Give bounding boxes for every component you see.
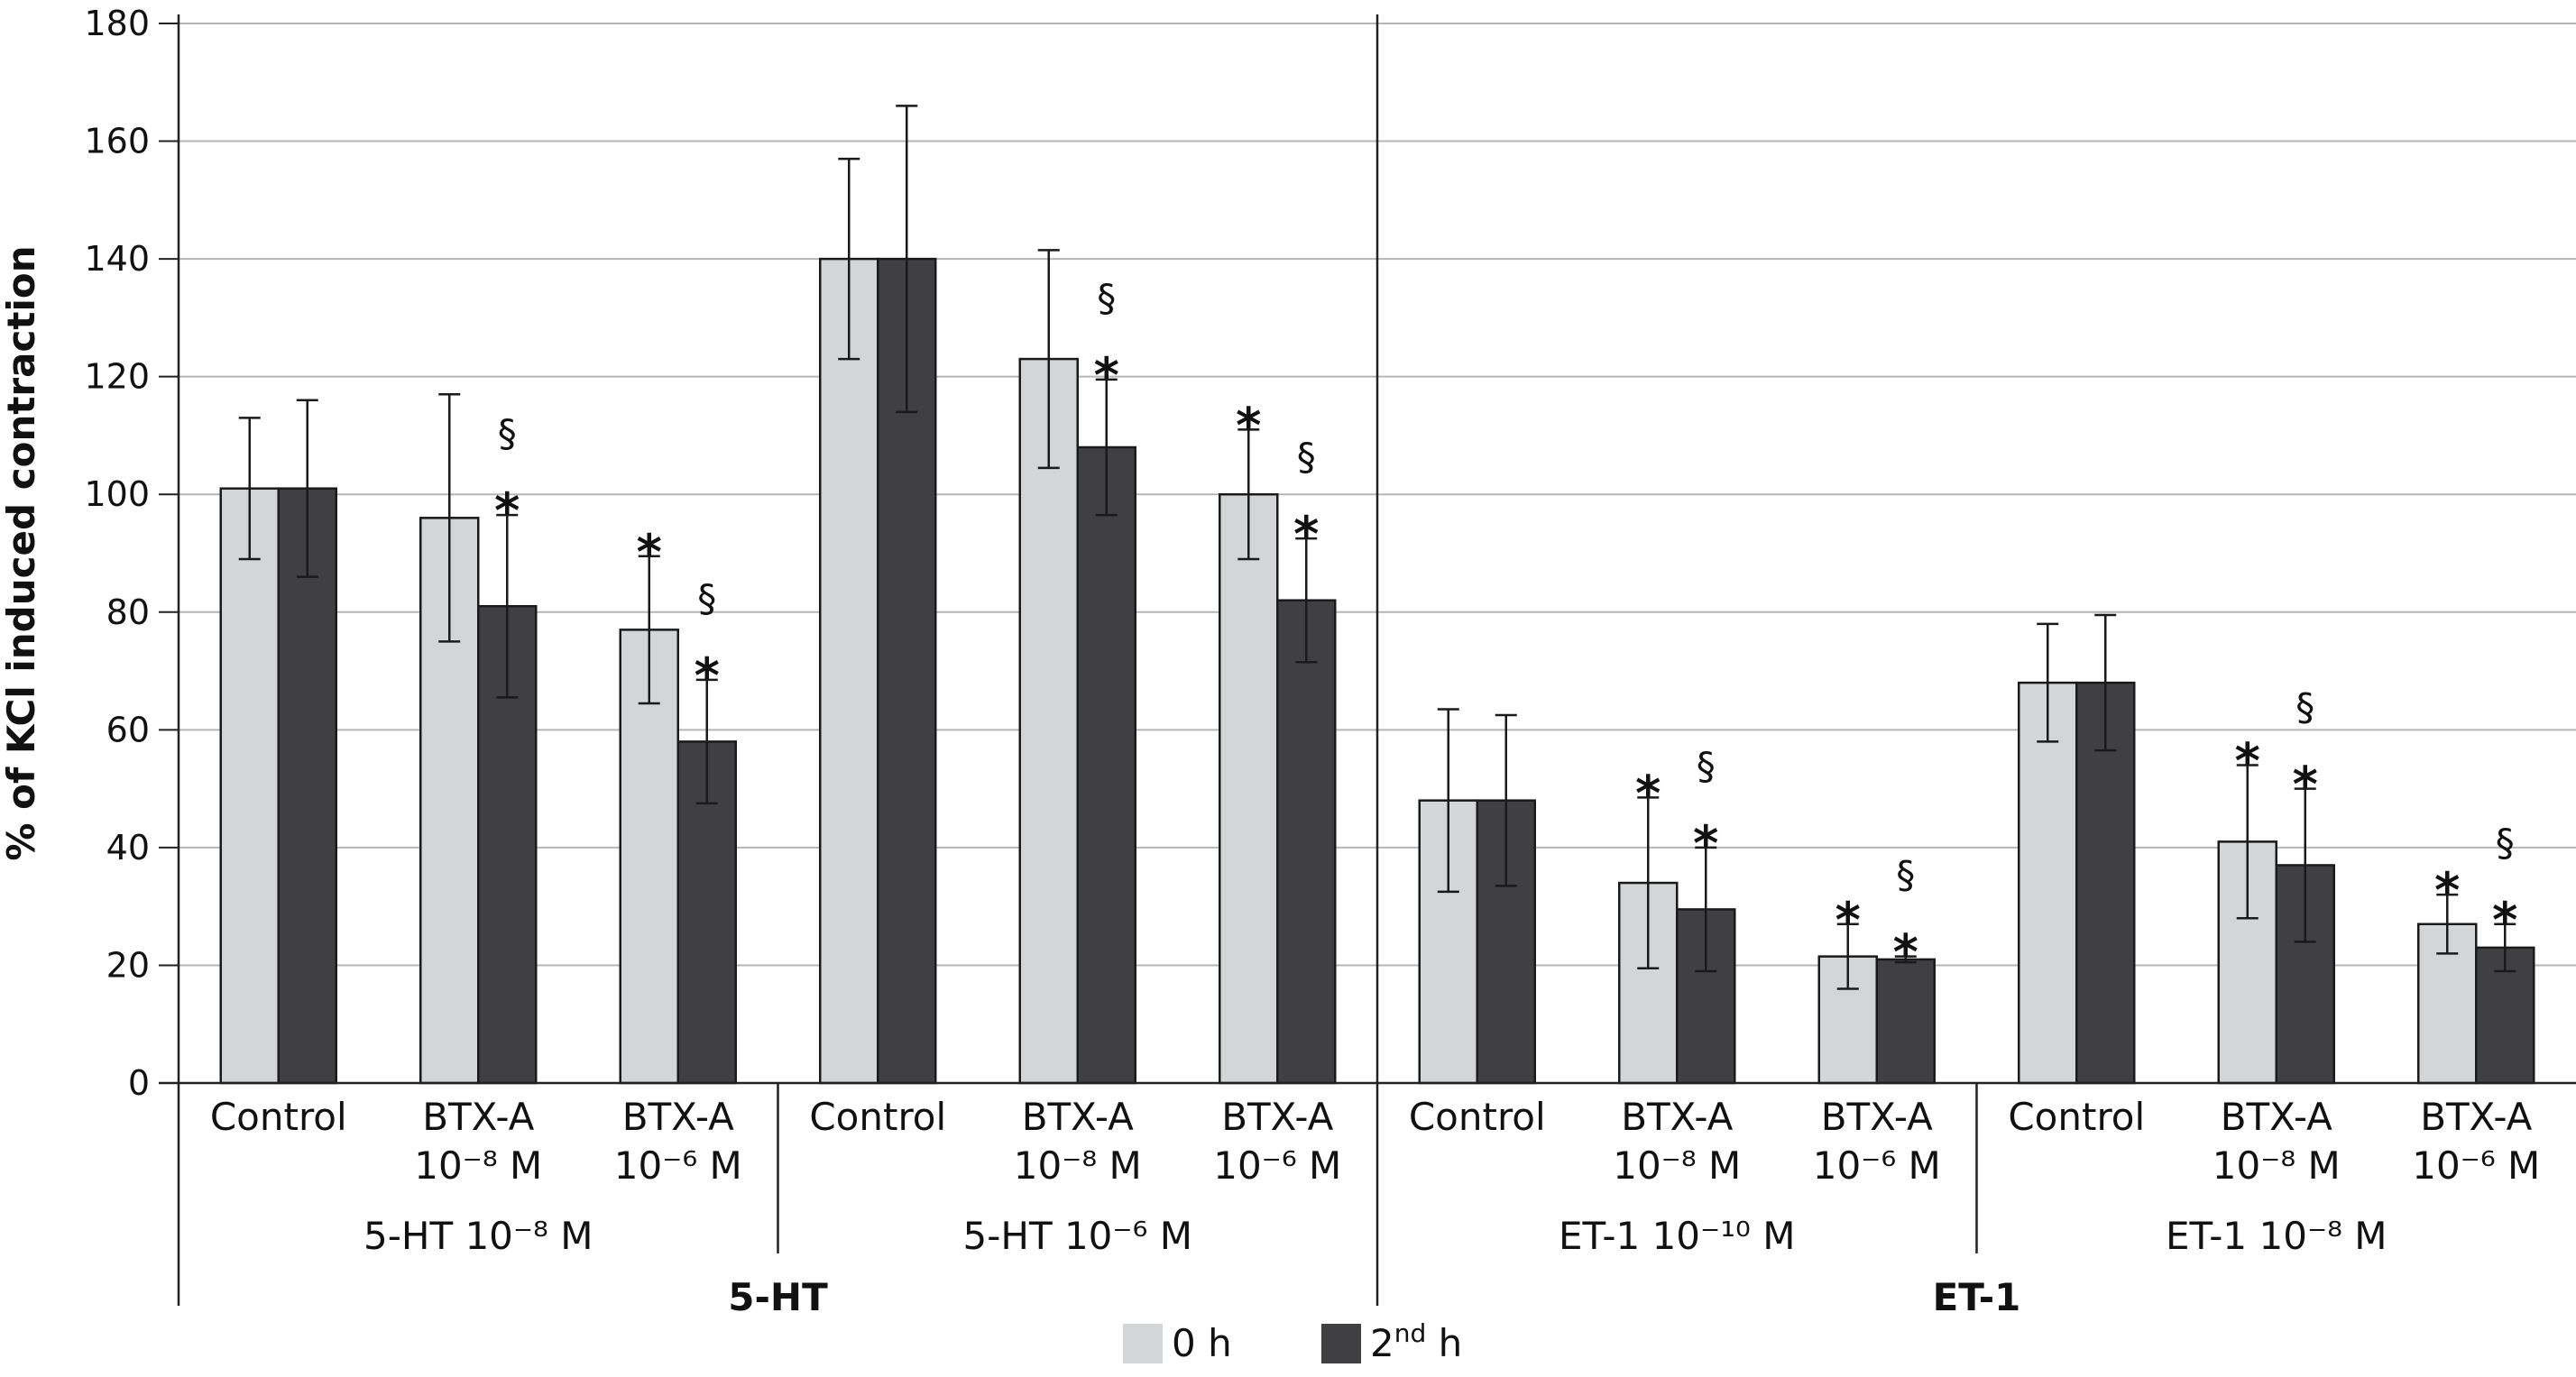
bar-0h bbox=[1018, 357, 1079, 1085]
category-label: Control bbox=[210, 1095, 347, 1139]
legend-label: 0 h bbox=[1172, 1321, 1232, 1365]
category-label: 10⁻⁸ M bbox=[414, 1143, 542, 1188]
category-label: BTX-A bbox=[2420, 1095, 2532, 1139]
y-tick-label: 120 bbox=[84, 357, 150, 397]
y-tick-label: 80 bbox=[106, 592, 150, 632]
group-label: ET-1 10⁻⁸ M bbox=[2166, 1214, 2387, 1258]
group-label: ET-1 10⁻¹⁰ M bbox=[1559, 1214, 1795, 1258]
significance-section: § bbox=[1097, 276, 1116, 320]
y-tick-label: 0 bbox=[128, 1063, 150, 1103]
category-label: 10⁻⁸ M bbox=[2213, 1143, 2341, 1188]
significance-star: * bbox=[637, 524, 662, 581]
bar-2nd-h bbox=[1875, 958, 1936, 1085]
axes: 0 20 40 60 80 100 120 140 160 180 bbox=[84, 4, 2576, 1306]
category-label: BTX-A bbox=[1221, 1095, 1333, 1139]
category-label: 10⁻⁶ M bbox=[1213, 1143, 1341, 1188]
category-label: BTX-A bbox=[622, 1095, 734, 1139]
significance-section: § bbox=[498, 411, 517, 455]
group-label: 5-HT 10⁻⁸ M bbox=[363, 1214, 593, 1258]
legend-label: 2nd h bbox=[1370, 1318, 1462, 1365]
significance-star: * bbox=[2434, 862, 2460, 919]
significance-star: * bbox=[1236, 397, 1261, 454]
y-tick-label: 140 bbox=[84, 239, 150, 279]
y-axis-label: % of KCl induced contraction bbox=[0, 245, 43, 860]
category-label: Control bbox=[2008, 1095, 2145, 1139]
bar-0h bbox=[1219, 492, 1279, 1085]
super-group-label: ET-1 bbox=[1933, 1275, 2021, 1319]
significance-star: * bbox=[1835, 892, 1861, 949]
category-label: 10⁻⁶ M bbox=[1813, 1143, 1941, 1188]
significance-section: § bbox=[1697, 744, 1716, 788]
legend: 0 h 2nd h bbox=[1123, 1318, 1462, 1365]
category-label: 10⁻⁶ M bbox=[614, 1143, 742, 1188]
error-bars bbox=[238, 105, 2516, 990]
category-label: Control bbox=[809, 1095, 946, 1139]
significance-star: * bbox=[494, 482, 520, 539]
y-tick-label: 160 bbox=[84, 122, 150, 161]
significance-star: * bbox=[1893, 924, 1918, 981]
category-label: 10⁻⁶ M bbox=[2412, 1143, 2540, 1188]
significance-star: * bbox=[1094, 347, 1119, 404]
super-group-label: 5-HT bbox=[728, 1275, 828, 1319]
category-label: BTX-A bbox=[1821, 1095, 1933, 1139]
y-tick-label: 20 bbox=[106, 945, 150, 985]
significance-star: * bbox=[2492, 892, 2517, 949]
bar-0h bbox=[2018, 681, 2078, 1085]
y-tick-label: 40 bbox=[106, 828, 150, 868]
bar-2nd-h bbox=[1276, 599, 1337, 1085]
significance-star: * bbox=[2293, 757, 2318, 813]
bar-0h bbox=[219, 487, 280, 1085]
category-label: 10⁻⁸ M bbox=[1613, 1143, 1741, 1188]
significance-star: * bbox=[2235, 733, 2260, 790]
significance-star: * bbox=[1635, 765, 1661, 822]
significance-star: * bbox=[1693, 815, 1718, 872]
y-tick-label: 180 bbox=[84, 4, 150, 43]
category-label: BTX-A bbox=[422, 1095, 534, 1139]
category-label: Control bbox=[1409, 1095, 1546, 1139]
category-label: BTX-A bbox=[2221, 1095, 2332, 1139]
y-tick-label: 60 bbox=[106, 710, 150, 749]
bar-2nd-h bbox=[2075, 681, 2136, 1085]
significance-section: § bbox=[1297, 435, 1316, 479]
bar-0h bbox=[819, 257, 879, 1085]
significance-section: § bbox=[697, 576, 716, 620]
bars bbox=[219, 257, 2535, 1085]
significance-section: § bbox=[2295, 685, 2314, 730]
significance-star: * bbox=[695, 647, 720, 704]
legend-swatch-2nd-h bbox=[1321, 1324, 1361, 1363]
category-label: 10⁻⁸ M bbox=[1014, 1143, 1142, 1188]
group-label: 5-HT 10⁻⁶ M bbox=[962, 1214, 1192, 1258]
y-tick-label: 100 bbox=[84, 474, 150, 514]
significance-section: § bbox=[1896, 853, 1915, 897]
significance-marks: * § * * § * § * * § * * § * * § * * § * * § bbox=[494, 276, 2517, 981]
significance-section: § bbox=[2496, 821, 2515, 865]
significance-star: * bbox=[1293, 506, 1319, 563]
category-label: BTX-A bbox=[1621, 1095, 1733, 1139]
bar-2nd-h bbox=[1076, 445, 1136, 1085]
category-label: BTX-A bbox=[1022, 1095, 1134, 1139]
legend-swatch-0h bbox=[1123, 1324, 1163, 1363]
